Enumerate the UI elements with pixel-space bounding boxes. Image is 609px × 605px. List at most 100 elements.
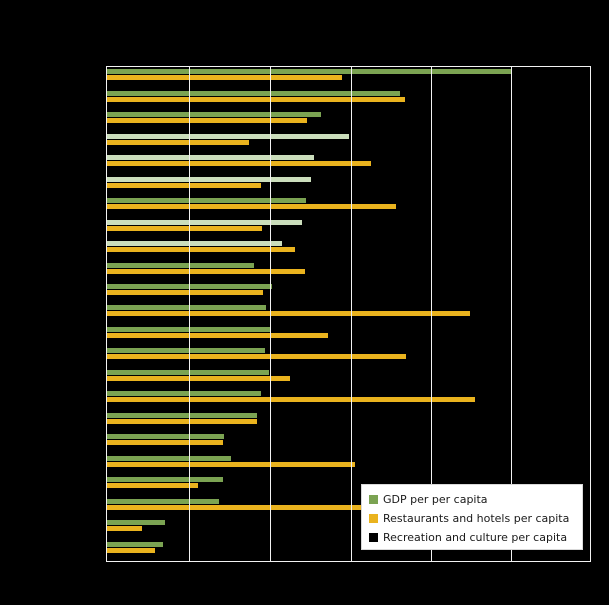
- bar-group: [107, 454, 590, 475]
- bar-recreation: [107, 145, 345, 151]
- bar-gdp: [107, 455, 232, 461]
- bar-group: [107, 260, 590, 281]
- bar-restaurants: [107, 118, 308, 124]
- bar-recreation: [107, 403, 255, 409]
- bar-restaurants: [107, 161, 371, 167]
- bar-restaurants: [107, 332, 329, 338]
- bar-gdp: [107, 412, 258, 418]
- bar-gdp: [107, 262, 255, 268]
- plot-area: [106, 66, 591, 562]
- bar-restaurants: [107, 139, 250, 145]
- bar-restaurants: [107, 290, 264, 296]
- bar-group: [107, 67, 590, 88]
- bar-restaurants: [107, 204, 396, 210]
- bar-series-layer: [107, 67, 590, 561]
- chart-legend: GDP per per capita Restaurants and hotel…: [361, 484, 583, 550]
- bar-restaurants: [107, 418, 258, 424]
- bar-group: [107, 110, 590, 131]
- bar-recreation: [107, 381, 252, 387]
- bar-recreation: [107, 532, 146, 538]
- bar-recreation: [107, 338, 265, 344]
- bar-restaurants: [107, 268, 306, 274]
- bar-gdp: [107, 434, 224, 440]
- bar-gdp: [107, 477, 223, 483]
- legend-label-restaurants: Restaurants and hotels per capita: [383, 512, 570, 525]
- bar-recreation: [107, 489, 214, 495]
- bar-recreation: [107, 188, 307, 194]
- bar-recreation: [107, 424, 258, 430]
- bar-group: [107, 475, 590, 496]
- bar-restaurants: [107, 397, 476, 403]
- bar-recreation: [107, 210, 286, 216]
- bar-gdp: [107, 112, 322, 118]
- bar-gdp: [107, 241, 283, 247]
- bar-recreation: [107, 274, 272, 280]
- bar-restaurants: [107, 75, 343, 81]
- legend-label-recreation: Recreation and culture per capita: [383, 531, 568, 544]
- bar-group: [107, 153, 590, 174]
- bar-gdp: [107, 305, 267, 311]
- bar-group: [107, 389, 590, 410]
- bar-group: [107, 346, 590, 367]
- bar-recreation: [107, 360, 254, 366]
- bar-recreation: [107, 167, 312, 173]
- bar-group: [107, 325, 590, 346]
- bar-recreation: [107, 81, 324, 87]
- bar-recreation: [107, 296, 274, 302]
- bar-group: [107, 411, 590, 432]
- bar-group: [107, 131, 590, 152]
- bar-group: [107, 239, 590, 260]
- black-swatch-icon: [369, 533, 378, 542]
- bar-group: [107, 303, 590, 324]
- bar-recreation: [107, 510, 213, 516]
- bar-recreation: [107, 553, 139, 559]
- bar-restaurants: [107, 247, 296, 253]
- bar-group: [107, 518, 590, 539]
- bar-group: [107, 432, 590, 453]
- bar-restaurants: [107, 225, 263, 231]
- bar-gdp: [107, 69, 513, 75]
- bar-gdp: [107, 326, 272, 332]
- bar-group: [107, 540, 590, 561]
- bar-restaurants: [107, 182, 262, 188]
- bar-restaurants: [107, 311, 471, 317]
- bar-group: [107, 282, 590, 303]
- bar-group: [107, 88, 590, 109]
- bar-restaurants: [107, 461, 355, 467]
- bar-restaurants: [107, 96, 405, 102]
- bar-recreation: [107, 446, 237, 452]
- bar-restaurants: [107, 504, 376, 510]
- bar-recreation: [107, 231, 280, 237]
- bar-restaurants: [107, 526, 142, 532]
- bar-gdp: [107, 498, 219, 504]
- bar-gdp: [107, 90, 400, 96]
- bar-gdp: [107, 176, 312, 182]
- bar-gdp: [107, 198, 307, 204]
- bar-recreation: [107, 102, 282, 108]
- bar-gdp: [107, 520, 165, 526]
- bar-gdp: [107, 284, 273, 290]
- bar-gdp: [107, 541, 163, 547]
- bar-recreation: [107, 124, 272, 130]
- bar-restaurants: [107, 354, 406, 360]
- bar-recreation: [107, 317, 267, 323]
- legend-item-recreation[interactable]: Recreation and culture per capita: [369, 528, 582, 547]
- green-swatch-icon: [369, 495, 378, 504]
- bar-restaurants: [107, 375, 291, 381]
- bar-gdp: [107, 155, 315, 161]
- bar-group: [107, 217, 590, 238]
- bar-gdp: [107, 133, 349, 139]
- bar-group: [107, 368, 590, 389]
- bar-recreation: [107, 253, 282, 259]
- legend-item-gdp[interactable]: GDP per per capita: [369, 490, 582, 509]
- bar-gdp: [107, 348, 266, 354]
- bar-restaurants: [107, 440, 223, 446]
- bar-group: [107, 174, 590, 195]
- bar-restaurants: [107, 483, 198, 489]
- bar-restaurants: [107, 547, 155, 553]
- bar-gdp: [107, 391, 262, 397]
- bar-gdp: [107, 369, 270, 375]
- legend-item-restaurants[interactable]: Restaurants and hotels per capita: [369, 509, 582, 528]
- legend-label-gdp: GDP per per capita: [383, 493, 488, 506]
